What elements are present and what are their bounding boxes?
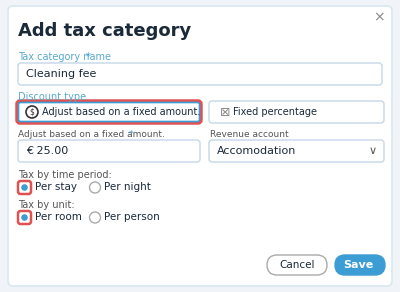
FancyBboxPatch shape — [209, 140, 384, 162]
FancyBboxPatch shape — [17, 101, 201, 123]
Text: Save: Save — [343, 260, 373, 270]
Text: Per stay: Per stay — [35, 182, 77, 192]
FancyBboxPatch shape — [18, 211, 31, 224]
Text: Per person: Per person — [104, 213, 160, 223]
FancyBboxPatch shape — [18, 140, 200, 162]
Text: Adjust based on a fixed amount.: Adjust based on a fixed amount. — [42, 107, 200, 117]
Text: ∨: ∨ — [369, 146, 377, 156]
Text: Cleaning fee: Cleaning fee — [26, 69, 96, 79]
Text: Per room: Per room — [35, 213, 82, 223]
Text: Revenue account: Revenue account — [210, 130, 289, 139]
Text: Accomodation: Accomodation — [217, 146, 296, 156]
FancyBboxPatch shape — [18, 63, 382, 85]
Text: Fixed percentage: Fixed percentage — [233, 107, 317, 117]
Text: *: * — [129, 130, 134, 139]
Text: ⊠: ⊠ — [220, 105, 230, 119]
Circle shape — [26, 106, 38, 118]
FancyBboxPatch shape — [18, 102, 200, 121]
Text: $: $ — [30, 107, 34, 117]
Text: *: * — [86, 52, 91, 62]
Text: Per night: Per night — [104, 182, 151, 192]
Text: Tax by unit:: Tax by unit: — [18, 200, 75, 210]
Circle shape — [90, 212, 100, 223]
FancyBboxPatch shape — [18, 181, 31, 194]
Text: ×: × — [373, 10, 385, 24]
Text: Cancel: Cancel — [279, 260, 315, 270]
Text: Tax by time period:: Tax by time period: — [18, 170, 112, 180]
Text: Adjust based on a fixed amount.: Adjust based on a fixed amount. — [18, 130, 165, 139]
Text: Add tax category: Add tax category — [18, 22, 191, 40]
FancyBboxPatch shape — [209, 101, 384, 123]
Circle shape — [20, 213, 28, 222]
Text: Tax category name: Tax category name — [18, 52, 111, 62]
Text: € 25.00: € 25.00 — [26, 146, 68, 156]
Circle shape — [90, 182, 100, 193]
FancyBboxPatch shape — [267, 255, 327, 275]
Text: Discount type: Discount type — [18, 92, 86, 102]
FancyBboxPatch shape — [8, 6, 392, 286]
Circle shape — [20, 183, 28, 192]
FancyBboxPatch shape — [335, 255, 385, 275]
